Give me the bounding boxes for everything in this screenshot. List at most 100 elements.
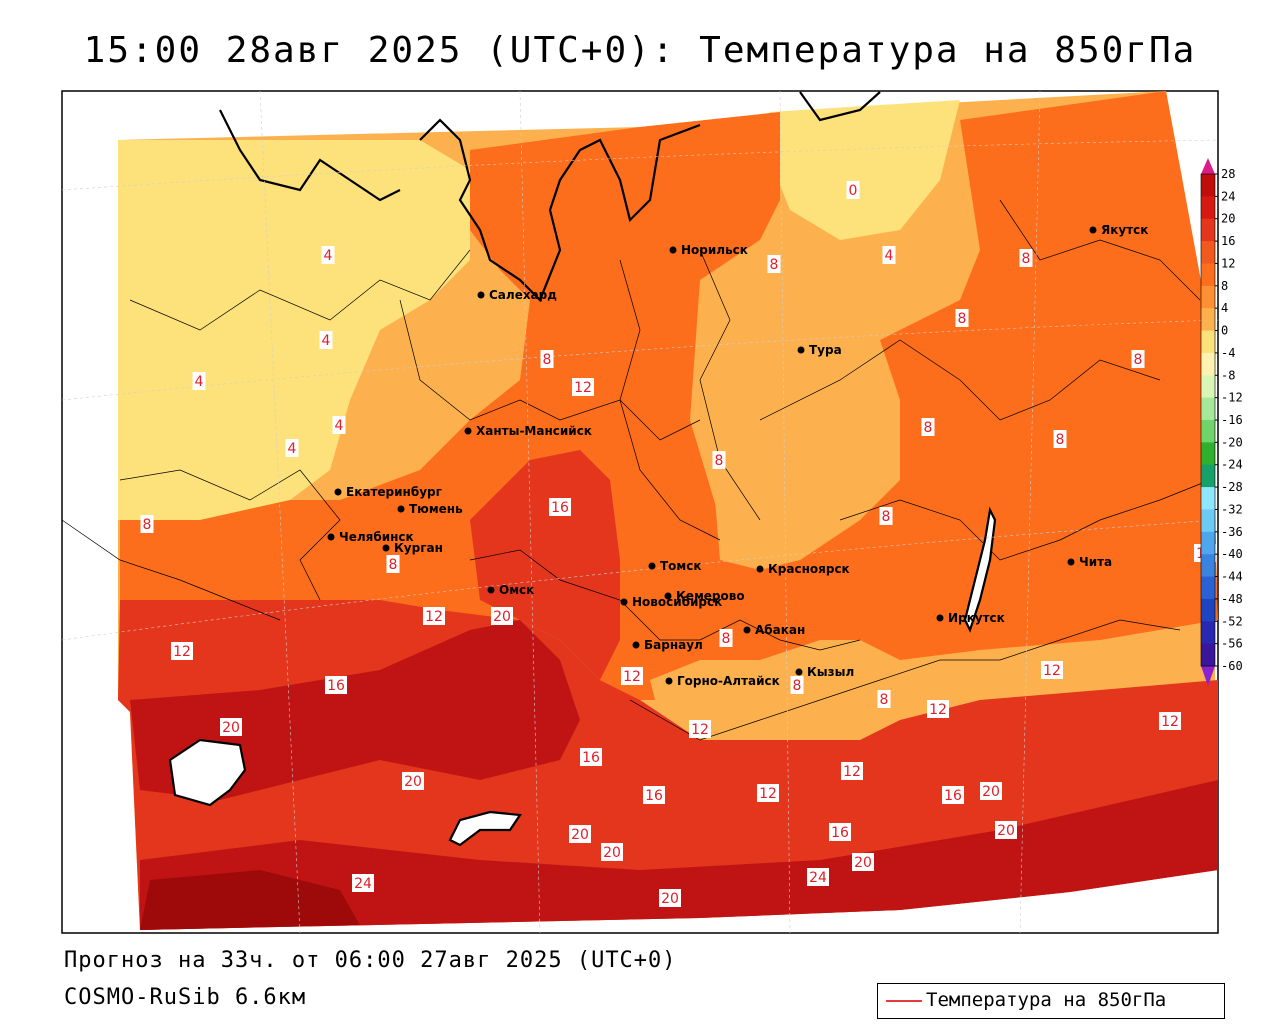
isotherm-label-text: 4 [324,248,333,264]
city-label: Челябинск [339,530,414,544]
colorbar-bottom-arrow [1201,666,1215,686]
isotherm-label-bg [386,555,400,573]
isotherm-label: 8 [790,676,804,694]
isotherm-label-text: 4 [322,333,331,349]
isotherm-label: 12 [572,378,594,396]
city-dot [743,626,751,634]
colorbar-frame [1200,173,1216,667]
city-markers: Норильск Якутск Салехард Тура Ханты-Мансийск… [327,223,1148,688]
graticule [61,90,1219,934]
isotherm-label: 16 [829,823,851,841]
isotherm-label: 12 [1159,712,1181,730]
colorbar-tick-label: 4 [1221,301,1228,315]
isotherm-label: 24 [807,868,829,886]
isotherm-label: 20 [995,821,1017,839]
coastline [219,91,881,302]
colorbar-swatch [1201,397,1215,421]
isotherm-label: 4 [192,372,206,390]
isotherm-label: 8 [879,507,893,525]
city-marker: Чита [1067,555,1112,569]
isotherm-label-bg [807,868,829,886]
isotherm-label: 4 [882,246,896,264]
isotherm-label-bg [719,629,733,647]
isotherm-label: 8 [719,629,733,647]
isotherm-label-bg [321,246,335,264]
colorbar-swatch [1201,598,1215,622]
model-info: COSMO-RuSib 6.6км [64,985,307,1010]
city-label: Иркутск [948,611,1005,625]
isotherm-label-bg [1053,430,1067,448]
city-marker: Якутск [1089,223,1148,237]
city-label: Якутск [1101,223,1148,237]
colorbar-swatch [1201,352,1215,376]
isotherm-label-text: 4 [335,418,344,434]
city-label: Томск [660,559,702,573]
colorbar-tick-label: -56 [1221,637,1243,651]
colorbar-tick-label: 12 [1221,256,1235,270]
isotherm-label-text: 12 [574,380,592,396]
colorbar-swatch [1201,330,1215,354]
colorbar-tick-label: -32 [1221,502,1243,516]
isotherm-label-bg [995,821,1017,839]
isotherm-label-bg [767,255,781,273]
isotherm-label: 8 [877,690,891,708]
isotherm-label: 12 [689,720,711,738]
city-label: Красноярск [768,562,850,576]
colorbar-swatch [1201,531,1215,555]
city-marker: Салехард [477,288,557,302]
legend-box: Температура на 850гПа [877,983,1225,1019]
isotherm-label-bg [1019,249,1033,267]
colorbar-tick-label: 16 [1221,234,1235,248]
isotherm-label: 20 [601,843,623,861]
isotherm-label: 24 [352,874,374,892]
city-label: Тюмень [409,502,463,516]
colorbar-swatch [1201,509,1215,533]
isotherm-label-text: 12 [623,669,641,685]
colorbar-tick-label: -60 [1221,659,1243,673]
city-marker: Новосибирск [620,595,722,609]
city-label: Норильск [681,243,748,257]
isotherm-label: 12 [1041,661,1063,679]
city-dot [397,505,405,513]
colorbar-swatch [1201,218,1215,242]
isotherm-label-bg [829,823,851,841]
isotherm-label-text: 20 [997,823,1015,839]
isotherm-label-text: 4 [288,441,297,457]
city-label: Горно-Алтайск [677,674,780,688]
colorbar-swatch [1201,554,1215,578]
isotherm-label-bg [549,498,571,516]
isotherm-label-bg [569,825,591,843]
isotherm-label-bg [882,246,896,264]
colorbar-swatch [1201,643,1215,667]
isotherm-label-text: 16 [831,825,849,841]
isotherm-label-text: 12 [425,609,443,625]
colorbar-tick-label: -36 [1221,525,1243,539]
isotherm-label: 20 [220,718,242,736]
isotherm-label-bg [841,762,863,780]
city-dot [327,533,335,541]
isotherm-label-text: 8 [715,453,724,469]
isotherm-label-text: 20 [222,720,240,736]
legend-line-swatch [886,1000,922,1002]
city-marker: Иркутск [936,611,1005,625]
colorbar-swatch [1201,308,1215,332]
isotherm-label: 16 [325,676,347,694]
city-marker: Челябинск [327,530,414,544]
isotherm-label: 8 [712,451,726,469]
isotherm-label-text: 20 [603,845,621,861]
city-label: Барнаул [644,638,703,652]
colorbar-swatch [1201,621,1215,645]
city-marker: Норильск [669,243,748,257]
colorbar-tick-label: 0 [1221,324,1228,338]
colorbar-tick-label: -48 [1221,592,1243,606]
isotherm-label-bg [140,515,154,533]
isotherm-label: 20 [659,889,681,907]
colorbar-swatch [1201,442,1215,466]
isotherm-label: 12 [171,642,193,660]
isotherm-label: 4 [321,246,335,264]
isotherm-label: 12 [757,784,779,802]
city-label: Чита [1079,555,1112,569]
colorbar-tick-label: 20 [1221,212,1235,226]
isotherm-label: 8 [1131,350,1145,368]
isotherm-label-bg [846,181,860,199]
